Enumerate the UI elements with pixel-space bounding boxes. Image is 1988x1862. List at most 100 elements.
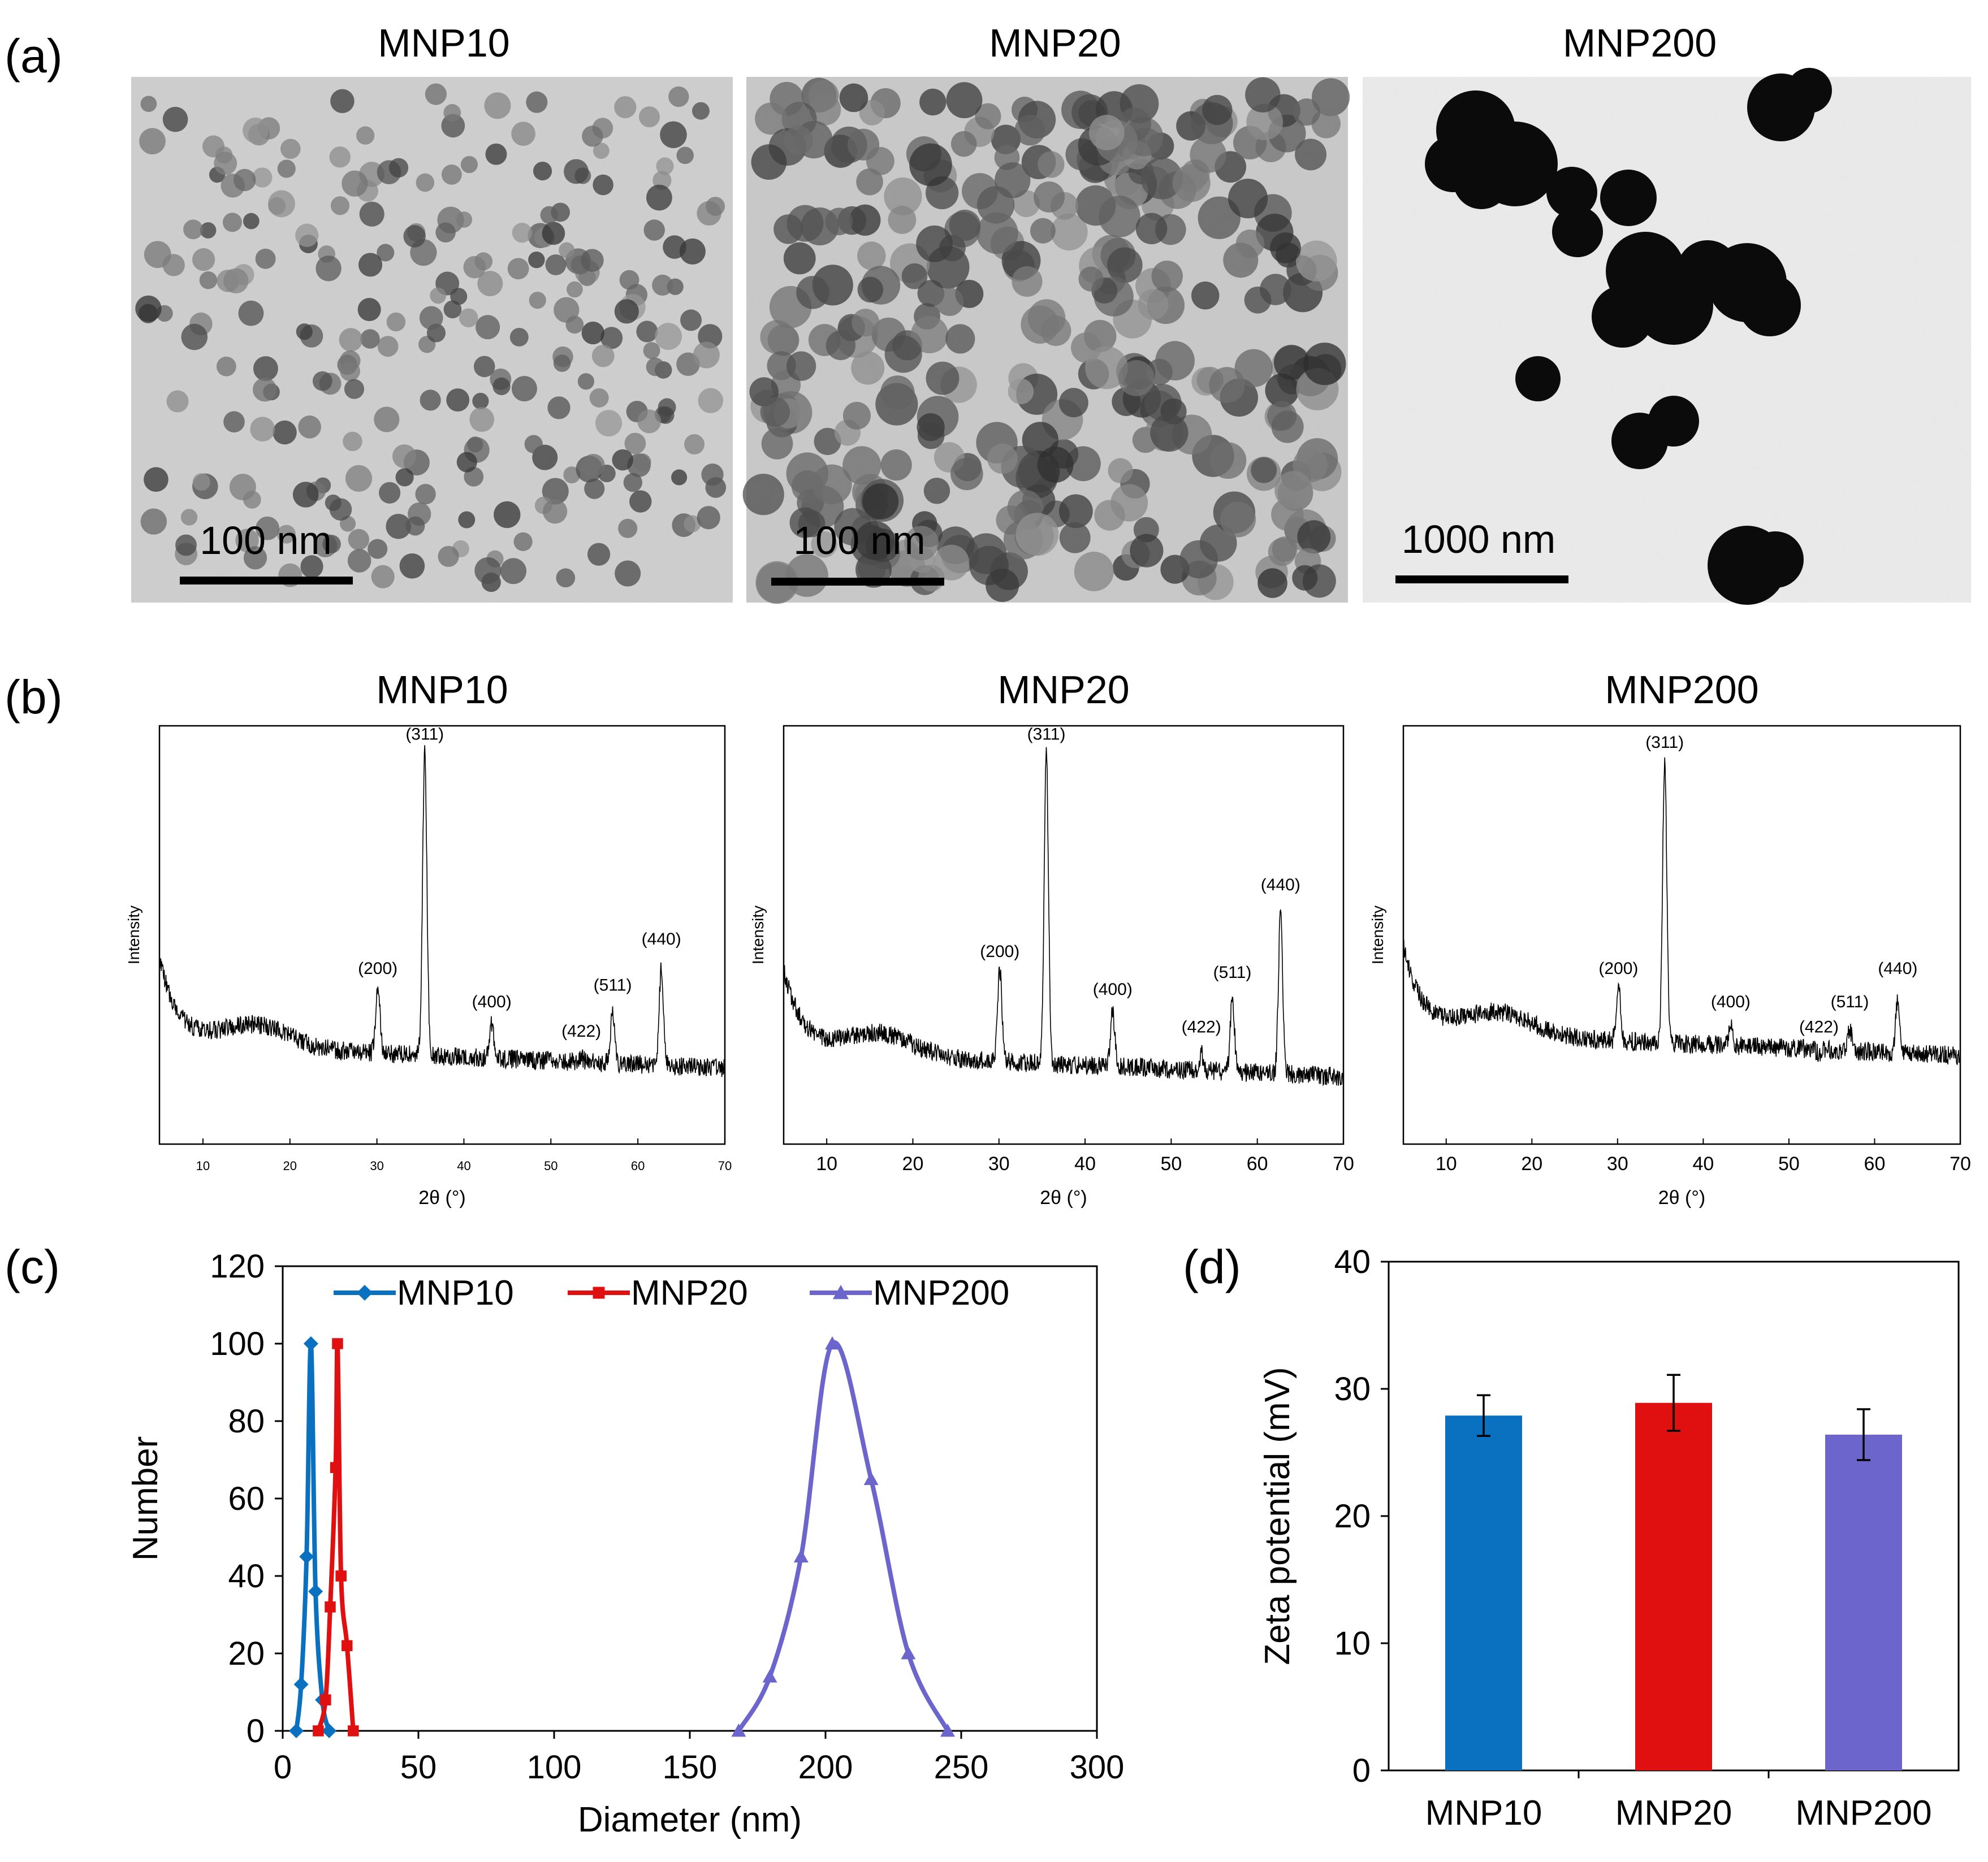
y-axis-label: Intensity (749, 906, 767, 964)
nanoparticle (866, 147, 894, 175)
nanoparticle (812, 464, 852, 505)
nanoparticle (1209, 442, 1247, 479)
xrd-pattern-line (1403, 757, 1961, 1066)
peak-label: (200) (1598, 959, 1638, 978)
chart-title: MNP10 (376, 668, 508, 712)
nanoparticle (553, 354, 571, 372)
nanoparticle (1015, 513, 1059, 556)
nanoparticle (252, 167, 273, 188)
x-tick-label: 60 (631, 1159, 645, 1173)
nanoparticle (1008, 378, 1034, 405)
data-point-triangle (833, 1285, 849, 1300)
peak-label: (440) (1878, 959, 1917, 978)
nanoparticle (851, 351, 885, 385)
nanoparticle (1051, 213, 1088, 251)
nanoparticle (1058, 388, 1088, 418)
nanoparticle (277, 159, 296, 178)
nanoparticle (582, 453, 605, 477)
panel-letter-a: (a) (5, 29, 63, 83)
x-tick-label: 10 (1436, 1153, 1457, 1175)
y-axis-label: Intensity (1369, 906, 1386, 964)
nanoparticle (202, 135, 225, 158)
peak-label: (200) (358, 959, 397, 978)
nanoparticle (786, 205, 824, 242)
nanoparticle (1202, 94, 1233, 125)
nanoparticle (760, 397, 790, 427)
legend-label: MNP20 (631, 1274, 748, 1313)
nanoparticle (986, 568, 1019, 602)
nanoparticle (949, 209, 981, 241)
nanoparticle (529, 292, 546, 309)
nanoparticle (243, 118, 269, 144)
nanoparticle (180, 509, 198, 526)
nanoparticle (1272, 536, 1298, 562)
nanoparticle (633, 453, 651, 471)
nanoparticle (761, 428, 793, 460)
nanoparticle (660, 121, 687, 149)
nanoparticle (358, 253, 383, 277)
peak-label: (400) (472, 993, 512, 1011)
nanoparticle (1293, 98, 1320, 126)
peak-label: (311) (1645, 733, 1684, 752)
y-tick-label: 100 (210, 1326, 265, 1362)
nanoparticle (322, 535, 341, 553)
x-tick-label: 70 (1950, 1153, 1971, 1175)
data-point-triangle (762, 1669, 777, 1683)
nanoparticle (638, 106, 660, 128)
data-point-diamond (289, 1724, 304, 1738)
panel-letter-d: (d) (1183, 1240, 1241, 1293)
nanoparticle (582, 125, 603, 147)
nanoparticle (593, 174, 613, 196)
nanoparticle (1140, 157, 1183, 200)
nanoparticle-cluster-image (742, 77, 1350, 604)
peak-label: (440) (1261, 876, 1300, 894)
chart-title: MNP200 (1605, 668, 1758, 712)
nanoparticle (976, 212, 1018, 254)
nanoparticle (511, 122, 535, 146)
nanoparticle (619, 270, 639, 290)
nanoparticle (472, 392, 489, 410)
x-tick-label: 40 (457, 1159, 470, 1173)
data-point-triangle (863, 1471, 879, 1486)
nanoparticle (559, 242, 575, 258)
nanoparticle (1108, 458, 1133, 483)
nanoparticle (379, 482, 401, 504)
zeta-potential-chart: 0 10 20 30 40 Zeta potential (mV) MNP10 MNP20 MN… (1258, 1244, 1960, 1833)
nanoparticle (509, 328, 529, 347)
tem-title: MNP10 (378, 21, 509, 65)
y-tick-label: 20 (228, 1635, 265, 1672)
nanoparticle (1118, 360, 1155, 396)
data-point-triangle (901, 1646, 916, 1660)
nanoparticle (684, 515, 701, 532)
nanoparticle (884, 177, 922, 216)
nanoparticle (175, 534, 197, 556)
nanoparticle (917, 422, 945, 449)
nanoparticle (388, 158, 409, 178)
nanoparticle (214, 151, 237, 175)
nanoparticle (839, 83, 868, 112)
nanoparticle (340, 361, 361, 382)
nanoparticle (910, 315, 949, 354)
legend-label: MNP200 (873, 1274, 1009, 1313)
tem-panel-mnp200: MNP200 1000 nm (1363, 21, 1971, 605)
nanoparticle (435, 222, 456, 243)
nanoparticle (692, 102, 710, 120)
plot-frame (1402, 725, 1961, 1145)
nanoparticle (135, 295, 162, 322)
peak-label: (511) (594, 976, 632, 994)
y-axis-label: Zeta potential (mV) (1258, 1367, 1297, 1665)
x-tick-label: 30 (370, 1159, 383, 1173)
nanoparticle (643, 219, 665, 241)
x-tick-label: 30 (1607, 1153, 1628, 1175)
nanoparticle (1099, 196, 1140, 237)
chart-title: MNP20 (997, 668, 1129, 712)
nanoparticle (392, 444, 417, 469)
nanoparticle (1078, 266, 1104, 292)
nanoparticle (1059, 522, 1091, 553)
nanoparticle (1311, 78, 1350, 116)
nanoparticle (1013, 190, 1040, 218)
nanoparticle (1220, 501, 1256, 538)
nanoparticle (456, 452, 477, 473)
nanoparticle (880, 449, 912, 481)
nanoparticle (567, 281, 583, 298)
